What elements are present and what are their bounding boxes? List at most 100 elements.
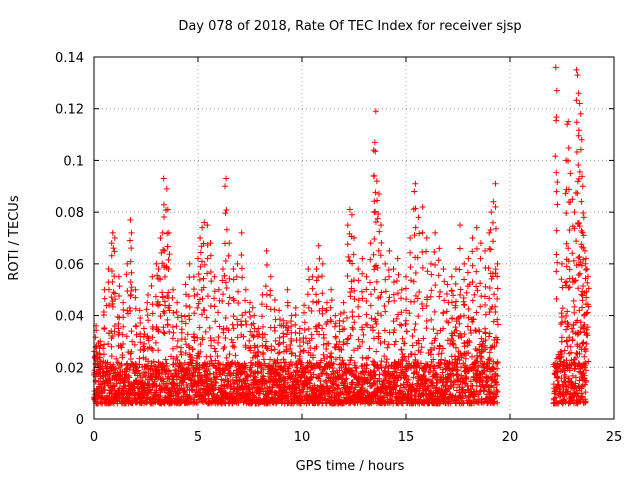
data-point	[132, 286, 139, 293]
data-point	[565, 284, 572, 291]
data-point	[258, 301, 265, 308]
data-point	[202, 328, 209, 335]
data-point	[576, 270, 583, 277]
data-point	[573, 97, 580, 104]
data-point	[486, 330, 493, 337]
data-point	[448, 335, 455, 342]
data-point	[355, 277, 362, 284]
data-point	[477, 303, 484, 310]
data-point	[351, 347, 358, 354]
data-point	[428, 287, 435, 294]
data-point	[215, 360, 222, 367]
data-point	[574, 72, 581, 79]
data-point	[359, 255, 366, 262]
data-point	[385, 266, 392, 273]
data-point	[427, 260, 434, 267]
data-point	[584, 279, 591, 286]
data-point	[304, 383, 311, 390]
data-point	[342, 376, 349, 383]
data-point	[189, 345, 196, 352]
data-point	[477, 353, 484, 360]
data-point	[250, 334, 257, 341]
data-point	[558, 350, 565, 357]
data-point	[450, 372, 457, 379]
data-point	[432, 229, 439, 236]
data-point	[553, 268, 560, 275]
data-point	[411, 351, 418, 358]
data-point	[140, 354, 147, 361]
data-point	[350, 251, 357, 258]
data-point	[412, 224, 419, 231]
data-point	[576, 100, 583, 107]
data-point	[323, 307, 330, 314]
data-point	[326, 353, 333, 360]
data-point	[482, 302, 489, 309]
data-point	[178, 329, 185, 336]
data-point	[292, 312, 299, 319]
data-point	[309, 285, 316, 292]
data-point	[264, 345, 271, 352]
data-point	[120, 341, 127, 348]
data-point	[402, 320, 409, 327]
data-point	[403, 296, 410, 303]
data-point	[153, 382, 160, 389]
data-point	[553, 117, 560, 124]
data-point	[411, 363, 418, 370]
data-point	[473, 358, 480, 365]
data-point	[254, 343, 261, 350]
data-point	[431, 337, 438, 344]
data-point	[221, 370, 228, 377]
data-point	[452, 394, 459, 401]
data-point	[576, 307, 583, 314]
data-point	[263, 303, 270, 310]
data-point	[457, 222, 464, 229]
data-point	[481, 293, 488, 300]
data-point	[219, 277, 226, 284]
data-point	[259, 342, 266, 349]
data-point	[381, 327, 388, 334]
data-point	[371, 335, 378, 342]
data-point	[375, 365, 382, 372]
data-point	[320, 341, 327, 348]
data-point	[288, 318, 295, 325]
data-point	[424, 268, 431, 275]
data-point	[351, 277, 358, 284]
data-point	[403, 307, 410, 314]
data-point	[119, 331, 126, 338]
data-point	[427, 293, 434, 300]
data-point	[214, 353, 221, 360]
data-point	[477, 240, 484, 247]
data-point	[412, 180, 419, 187]
data-point	[153, 260, 160, 267]
data-point	[195, 255, 201, 262]
data-point	[205, 400, 212, 407]
data-point	[563, 278, 570, 285]
data-point	[152, 293, 159, 300]
data-point	[488, 344, 495, 351]
data-point	[386, 273, 393, 280]
data-point	[277, 371, 284, 378]
data-point	[313, 343, 320, 350]
data-point	[263, 291, 270, 298]
data-point	[372, 189, 379, 196]
data-point	[263, 338, 270, 345]
data-point	[181, 359, 188, 366]
data-point	[552, 64, 559, 71]
data-point	[124, 260, 131, 267]
data-point	[361, 374, 368, 381]
data-point	[377, 252, 384, 259]
data-point	[164, 322, 171, 329]
data-point	[165, 229, 172, 236]
data-point	[300, 335, 307, 342]
data-point	[118, 344, 125, 351]
data-point	[128, 229, 135, 236]
data-point	[109, 229, 116, 236]
data-point	[222, 366, 229, 373]
data-point	[374, 310, 381, 317]
data-point	[194, 334, 201, 341]
data-point	[340, 318, 347, 325]
data-point	[443, 290, 450, 297]
data-point	[235, 288, 242, 295]
data-point	[346, 206, 353, 213]
data-point	[201, 219, 208, 226]
